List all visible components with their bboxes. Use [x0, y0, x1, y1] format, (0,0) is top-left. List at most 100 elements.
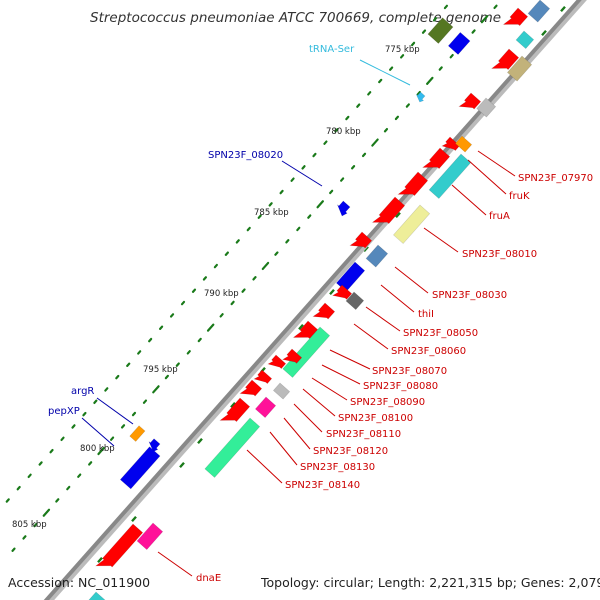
scale-tick: [230, 300, 235, 306]
leader-spn23f-08050: [365, 306, 401, 332]
feature-cds-29: [204, 417, 261, 478]
feature-cds-22: [281, 348, 303, 364]
leader-spn23f-08030: [394, 266, 429, 294]
scale-tick: [5, 498, 10, 503]
label-spn23f-08060: SPN23F_08060: [391, 346, 466, 357]
feature-cds-31: [94, 523, 144, 568]
scale-tick: [180, 300, 186, 306]
inner-tick: [97, 556, 103, 564]
scale-tick: [115, 374, 120, 380]
leader-spn23f-08080: [321, 364, 361, 385]
scale-tick: [371, 138, 379, 147]
scale-tick: [38, 461, 43, 466]
feature-cds-32: [88, 591, 106, 600]
feature-blue: [447, 31, 471, 55]
scale-tick: [224, 251, 229, 256]
scale-tick: [77, 473, 82, 478]
scale-tick: [148, 337, 153, 343]
scale-tick: [257, 214, 262, 219]
kbp-label-780: 780 kbp: [326, 127, 361, 137]
label-trna-ser: tRNA-Ser: [309, 44, 355, 55]
feature-cds-10: [428, 153, 472, 199]
scale-tick: [416, 90, 421, 96]
scale-tick: [268, 202, 273, 207]
scale-tick: [22, 535, 27, 540]
scale-ticks: [5, 4, 566, 564]
kbp-label-785: 785 kbp: [254, 208, 289, 218]
inner-tick: [131, 515, 137, 523]
feature-trna-ser: [415, 91, 426, 103]
scale-tick: [316, 200, 324, 209]
scale-tick: [426, 76, 434, 85]
label-spn23f-08010: SPN23F_08010: [462, 249, 537, 260]
scale-tick: [340, 177, 345, 182]
scale-tick: [394, 115, 400, 121]
inner-tick: [541, 29, 547, 37]
feature-cds-15: [365, 244, 389, 268]
feature-cds-27: [254, 396, 277, 419]
scale-tick: [66, 485, 71, 491]
scale-tick: [142, 399, 148, 404]
scale-tick: [345, 115, 350, 121]
label-argr: argR: [71, 386, 94, 397]
feature-cds-26: [239, 379, 263, 397]
feature-cds-25: [272, 382, 291, 400]
leader-spn23f-08130: [269, 431, 298, 466]
scale-tick: [11, 547, 16, 552]
leader-spn23f-08140: [246, 449, 283, 484]
scale-tick: [49, 448, 54, 454]
label-thii: thiI: [418, 309, 434, 320]
leader-spn23f-07970: [477, 150, 516, 177]
feature-cds-6: [476, 97, 497, 118]
scale-tick: [82, 411, 87, 417]
leader-thii: [380, 284, 415, 313]
leader-trna-ser: [359, 59, 411, 86]
scale-tick: [274, 251, 279, 256]
label-spn23f-08030: SPN23F_08030: [432, 290, 507, 301]
leader-spn23f-08020: [281, 160, 323, 187]
feature-cds-3: [515, 30, 535, 50]
inner-tick: [230, 401, 236, 409]
label-spn23f-08120: SPN23F_08120: [313, 446, 388, 457]
scale-tick: [296, 226, 301, 232]
scale-tick: [213, 263, 218, 269]
feature-cds-24: [253, 369, 273, 384]
label-fruk: fruK: [509, 191, 530, 202]
scale-tick: [60, 436, 65, 442]
feature-argr: [129, 425, 146, 442]
label-spn23f-08080: SPN23F_08080: [363, 381, 438, 392]
scale-tick: [246, 226, 251, 232]
scale-tick: [252, 276, 257, 281]
scale-tick: [279, 189, 284, 195]
scale-tick: [307, 214, 312, 219]
scale-tick: [378, 78, 383, 84]
leader-spn23f-08100: [302, 388, 336, 417]
inner-tick: [179, 461, 185, 469]
feature-pepxp: [119, 446, 161, 490]
scale-tick: [137, 350, 142, 355]
scale-tick: [356, 103, 361, 108]
feature-cds-4: [506, 55, 533, 82]
scale-tick: [421, 29, 427, 34]
scale-tick: [389, 66, 394, 71]
scale-tick: [33, 522, 38, 528]
scale-tick: [202, 276, 208, 281]
inner-tick: [298, 323, 304, 331]
scale-tick: [405, 103, 410, 108]
feature-cds-9: [421, 147, 451, 170]
scale-tick: [449, 53, 454, 59]
feature-cds-23: [267, 354, 287, 369]
leader-spn23f-08120: [283, 417, 311, 450]
label-spn23f-08090: SPN23F_08090: [350, 397, 425, 408]
scale-tick: [97, 446, 105, 456]
scale-tick: [235, 239, 240, 244]
feature-track: [88, 0, 551, 600]
feature-cds-17: [331, 284, 353, 300]
scale-tick: [471, 29, 476, 34]
scale-tick: [71, 424, 76, 429]
feature-cds-19: [312, 302, 336, 320]
scale-tick: [383, 127, 389, 133]
scale-tick: [191, 288, 197, 293]
scale-tick: [16, 485, 21, 491]
